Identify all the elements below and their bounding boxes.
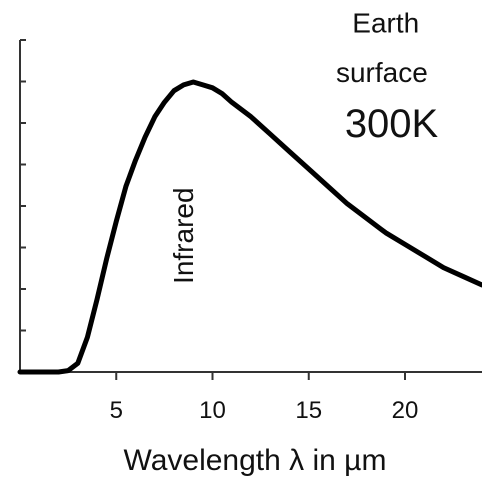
labels: 5 10 15 20 Infrared Earth surface 300K [110,8,439,424]
annotation-3: 300K [345,102,439,146]
annotation-2: surface [336,57,428,88]
annotation-1: Earth [352,8,419,39]
marks [17,79,482,375]
series-line-0 [17,79,482,375]
x-tick-label-5: 5 [110,397,123,424]
x-tick-label-20: 20 [392,397,419,424]
axes [19,39,482,380]
x-tick-label-15: 15 [295,397,322,424]
x-tick-label-10: 10 [199,397,226,424]
x-axis-label: Wavelength λ in µm [124,444,387,477]
annotation-0: Infrared [168,187,199,284]
